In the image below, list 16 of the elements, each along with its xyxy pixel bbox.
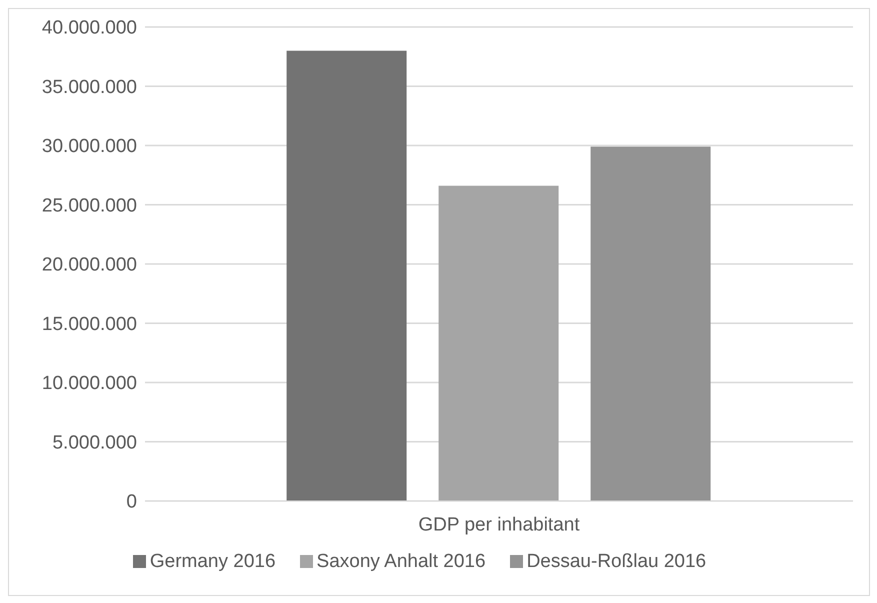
y-tick-label: 10.000.000 — [42, 373, 137, 394]
y-tick-label: 15.000.000 — [42, 314, 137, 335]
y-tick-label: 0 — [126, 492, 137, 513]
bar — [438, 186, 559, 501]
y-tick-label: 35.000.000 — [42, 76, 137, 98]
bar — [286, 50, 407, 501]
y-tick-label: 25.000.000 — [42, 195, 137, 216]
legend-label: Germany 2016 — [150, 551, 276, 572]
y-tick-label: 20.000.000 — [42, 254, 137, 276]
x-tick-label: GDP per inhabitant — [418, 514, 580, 536]
y-tick-label: 5.000.000 — [52, 432, 137, 454]
y-tick-label: 30.000.000 — [42, 136, 137, 158]
legend-label: Saxony Anhalt 2016 — [316, 551, 486, 572]
legend-label: Dessau-Roßlau 2016 — [526, 551, 706, 572]
y-tick-label: 40.000.000 — [42, 18, 137, 39]
bar — [590, 146, 711, 501]
